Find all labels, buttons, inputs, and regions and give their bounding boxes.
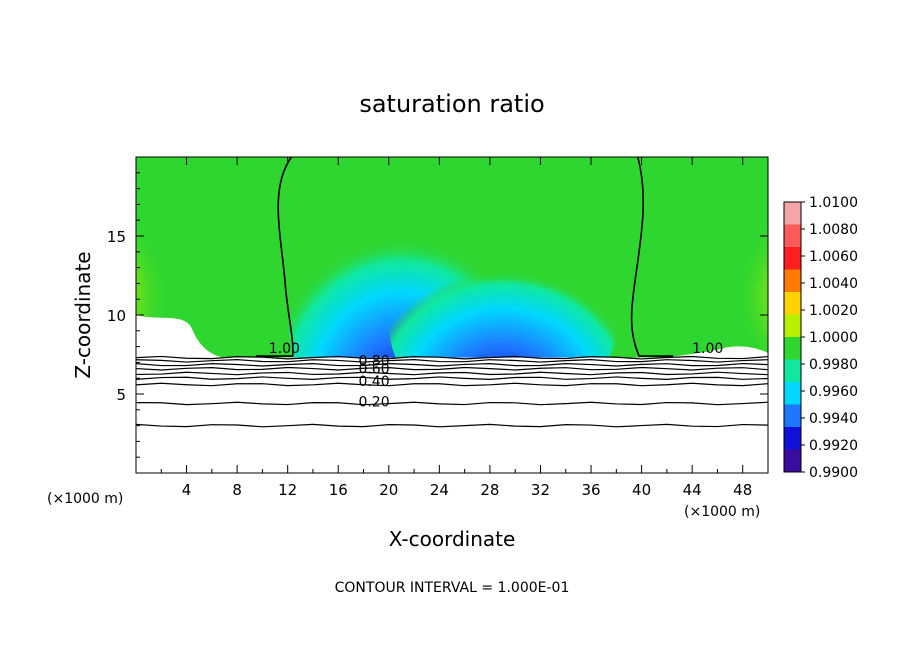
x-unit-right: (×1000 m) [684, 504, 760, 520]
colorbar-label: 1.0040 [809, 276, 858, 292]
lower-contour-line [136, 423, 768, 428]
x-tick-label: 24 [430, 481, 449, 499]
lower-contour-line [136, 359, 768, 363]
y-axis: 5 10 15 [107, 172, 768, 458]
y-tick-label: 10 [107, 307, 126, 325]
x-tick-label: 16 [329, 481, 348, 499]
colorbar: 1.0100 1.0080 1.0060 1.0040 1.0020 1.0000 0.99… [783, 195, 858, 481]
x-tick-label: 12 [278, 481, 297, 499]
lower-contour-line [136, 401, 768, 406]
lower-contour-line [136, 362, 768, 367]
ground-region [136, 357, 768, 473]
colorbar-label: 0.9960 [809, 384, 858, 400]
x-tick-label: 8 [232, 481, 242, 499]
lower-contour-line [136, 382, 768, 387]
field-undefined-right [654, 346, 768, 358]
colorbar-swatch [784, 269, 801, 293]
lower-contour-line [136, 355, 768, 360]
colorbar-swatch [784, 337, 801, 360]
contour-label: 0.20 [358, 395, 389, 411]
colorbar-swatch [784, 247, 801, 270]
colorbar-swatch [784, 224, 801, 248]
colorbar-label: 1.0020 [809, 303, 858, 319]
colorbar-label: 1.0060 [809, 249, 858, 265]
lower-contour-line [136, 376, 768, 381]
x-axis-title: X-coordinate [389, 527, 516, 551]
x-tick-label: 20 [379, 481, 398, 499]
colorbar-swatch [784, 314, 801, 338]
y-tick-label: 15 [107, 228, 126, 246]
colorbar-swatch [784, 382, 801, 405]
x-tick-label: 48 [733, 481, 752, 499]
x-unit-left: (×1000 m) [47, 491, 123, 507]
x-tick-label: 4 [182, 481, 192, 499]
contour-saturation-right [630, 157, 674, 357]
x-tick-label: 40 [632, 481, 651, 499]
contour-interval-note: CONTOUR INTERVAL = 1.000E-01 [335, 580, 570, 596]
contour-label: 1.00 [269, 341, 300, 357]
colorbar-label: 0.9980 [809, 357, 858, 373]
x-tick-label: 28 [480, 481, 499, 499]
colorbar-label: 1.0080 [809, 222, 858, 238]
lower-contour-line [136, 366, 768, 371]
contour-labels: 1.00 0.800.600.40 0.20 1.00 [269, 341, 724, 411]
field-undefined-left [136, 315, 225, 358]
contour-saturation-left [256, 157, 294, 357]
colorbar-swatch [784, 359, 801, 383]
contour-label: 0.60 [358, 361, 389, 377]
colorbar-label: 1.0100 [809, 195, 858, 211]
contour-label: 1.00 [692, 341, 723, 357]
colorbar-label: 0.9940 [809, 411, 858, 427]
colorbar-swatch [784, 292, 801, 315]
lower-contour-line [136, 371, 768, 376]
colorbar-label: 0.9900 [809, 465, 858, 481]
colorbar-swatch [784, 202, 801, 225]
chart-title: saturation ratio [359, 90, 544, 118]
colorbar-label: 1.0000 [809, 330, 858, 346]
colorbar-swatch [784, 404, 801, 428]
plot-area [136, 157, 768, 473]
x-tick-label: 36 [581, 481, 600, 499]
colorbar-swatch [784, 427, 801, 450]
contour-label: 0.80 [358, 354, 389, 370]
x-tick-label: 32 [531, 481, 550, 499]
y-axis-title: Z-coordinate [71, 251, 95, 378]
contour-label: 0.40 [358, 374, 389, 390]
colorbar-swatch [784, 449, 801, 473]
x-tick-label: 44 [683, 481, 702, 499]
colorbar-label: 0.9920 [809, 438, 858, 454]
x-axis: 4 8 12 16 20 24 28 32 36 40 44 48 [160, 157, 752, 499]
lower-contours [136, 355, 768, 428]
y-tick-label: 5 [116, 386, 126, 404]
